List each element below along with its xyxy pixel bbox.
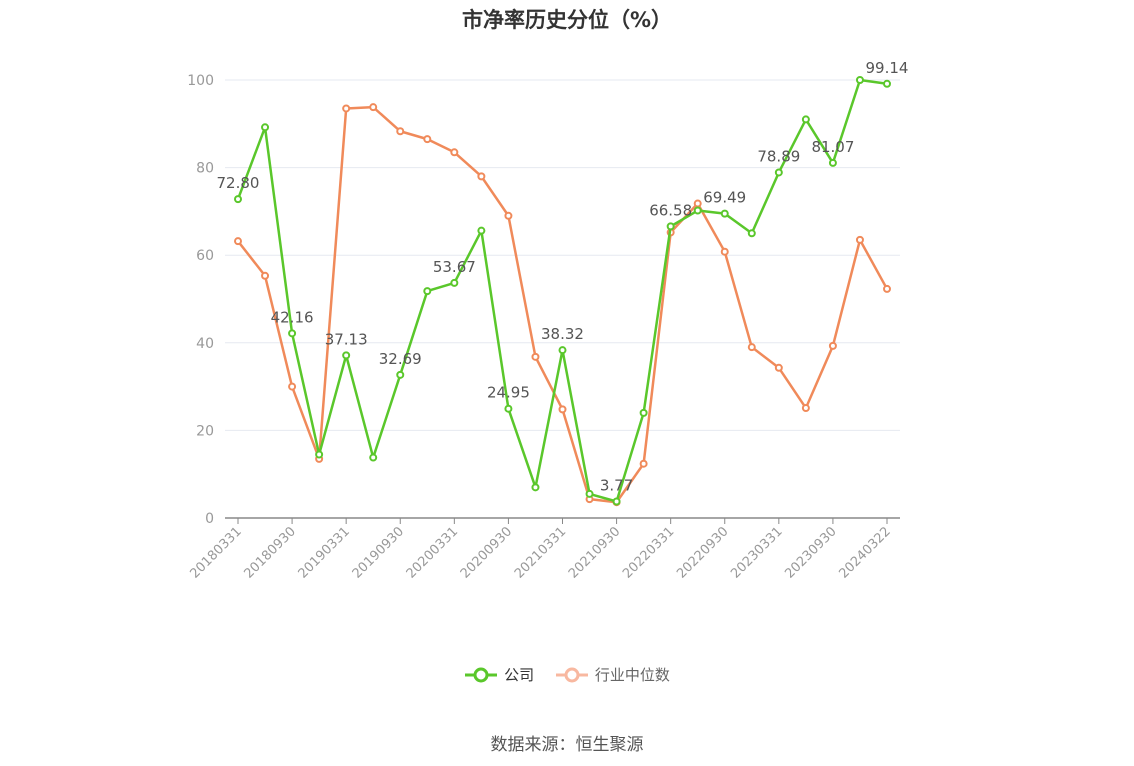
industry-data-point	[558, 405, 567, 414]
company-data-point	[639, 408, 648, 417]
company-data-point	[828, 158, 837, 167]
industry-data-point	[423, 135, 432, 144]
circle-line-icon	[465, 667, 498, 682]
company-data-point	[558, 346, 567, 355]
industry-data-point	[504, 211, 513, 220]
data-label: 81.07	[811, 138, 854, 156]
industry-data-point	[450, 148, 459, 157]
industry-data-point	[855, 235, 864, 244]
industry-data-point	[801, 404, 810, 413]
company-data-point	[342, 351, 351, 360]
legend-label-company: 公司	[504, 666, 535, 684]
data-label: 78.89	[757, 147, 800, 165]
industry-data-point	[693, 199, 702, 208]
x-tick-label: 20190930	[350, 524, 407, 581]
x-tick-label: 20200930	[458, 524, 515, 581]
industry-data-point	[261, 271, 270, 280]
data-label: 53.67	[433, 258, 476, 276]
data-label: 32.69	[379, 350, 422, 368]
company-data-point	[855, 76, 864, 84]
company-data-point	[801, 115, 810, 124]
industry-data-point	[774, 363, 783, 372]
data-label: 66.58	[649, 201, 692, 219]
company-data-point	[396, 370, 405, 379]
company-data-point	[720, 209, 729, 218]
data-label: 37.13	[325, 330, 368, 348]
data-label: 42.16	[271, 308, 314, 326]
company-data-point	[774, 168, 783, 177]
industry-series-line	[237, 105, 889, 504]
x-tick-label: 20180331	[187, 524, 244, 581]
x-tick-label: 20240322	[836, 524, 893, 581]
legend-item-industry[interactable]: 行业中位数	[555, 664, 670, 685]
legend-label-industry: 行业中位数	[594, 666, 670, 684]
company-data-point	[504, 404, 513, 413]
industry-data-point	[234, 237, 242, 246]
company-data-point	[477, 226, 486, 235]
company-data-point	[883, 79, 891, 88]
x-tick-label: 20230930	[782, 524, 839, 581]
y-tick-label: 100	[187, 73, 214, 89]
circle-line-icon	[555, 667, 588, 682]
company-data-point	[612, 497, 621, 506]
industry-data-point	[342, 104, 351, 113]
data-label: 69.49	[703, 189, 746, 207]
industry-data-point	[883, 284, 891, 293]
data-label: 24.95	[487, 384, 530, 402]
company-data-point	[234, 195, 242, 204]
y-tick-label: 0	[205, 511, 214, 527]
data-label: 38.32	[541, 325, 584, 343]
x-tick-label: 20190331	[296, 524, 353, 581]
chart-title: 市净率历史分位（%）	[461, 8, 673, 32]
industry-data-point	[531, 352, 540, 361]
company-data-point	[666, 222, 675, 231]
x-tick-label: 20200331	[404, 524, 461, 581]
company-data-point	[450, 278, 459, 287]
company-data-point	[315, 450, 324, 459]
x-tick-label: 20220930	[674, 524, 731, 581]
industry-data-point	[720, 247, 729, 256]
x-tick-label: 20180930	[242, 524, 299, 581]
y-tick-label: 20	[196, 423, 214, 439]
industry-data-point	[288, 382, 297, 391]
legend-item-company[interactable]: 公司	[464, 664, 534, 685]
company-data-point	[423, 287, 432, 296]
industry-data-point	[369, 103, 378, 112]
company-data-point	[288, 329, 297, 338]
x-tick-label: 20210930	[566, 524, 623, 581]
data-label: 72.80	[217, 174, 260, 192]
company-data-point	[261, 123, 270, 132]
x-tick-label: 20220331	[620, 524, 677, 581]
company-data-point	[531, 483, 540, 492]
y-tick-label: 40	[196, 336, 214, 352]
x-tick-label: 20230331	[728, 524, 785, 581]
data-label: 3.77	[600, 476, 633, 494]
industry-data-point	[477, 172, 486, 181]
company-data-point	[585, 489, 594, 498]
industry-data-point	[828, 341, 837, 350]
company-data-point	[747, 229, 756, 238]
y-tick-label: 80	[196, 161, 214, 177]
data-source-note: 数据来源：恒生聚源	[490, 735, 644, 755]
industry-data-point	[747, 343, 756, 352]
legend: 公司 行业中位数	[0, 664, 1134, 687]
data-label: 99.14	[866, 59, 909, 77]
industry-data-point	[396, 127, 405, 136]
company-data-point	[369, 453, 378, 462]
y-tick-label: 60	[196, 248, 214, 264]
industry-data-point	[639, 459, 648, 468]
company-series-line	[236, 78, 888, 503]
company-data-point	[693, 206, 702, 215]
x-tick-label: 20210331	[512, 524, 569, 581]
